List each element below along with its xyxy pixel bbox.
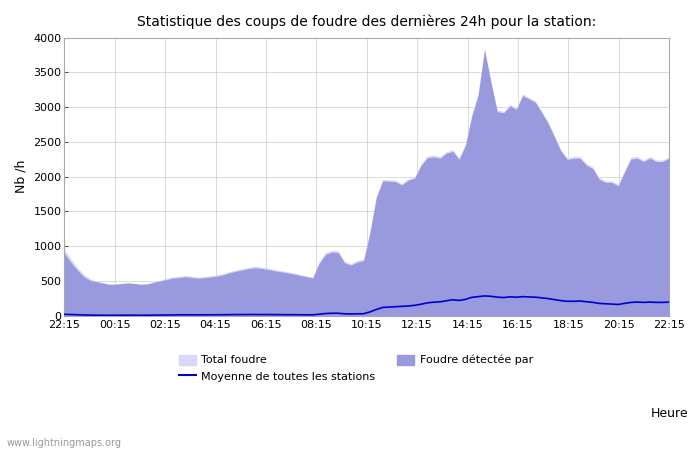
Title: Statistique des coups de foudre des dernières 24h pour la station:: Statistique des coups de foudre des dern… bbox=[137, 15, 596, 30]
Legend: Total foudre, Moyenne de toutes les stations, Foudre détectée par: Total foudre, Moyenne de toutes les stat… bbox=[178, 355, 533, 382]
Text: www.lightningmaps.org: www.lightningmaps.org bbox=[7, 438, 122, 448]
Y-axis label: Nb /h: Nb /h bbox=[15, 160, 28, 194]
Text: Heure: Heure bbox=[651, 407, 689, 420]
